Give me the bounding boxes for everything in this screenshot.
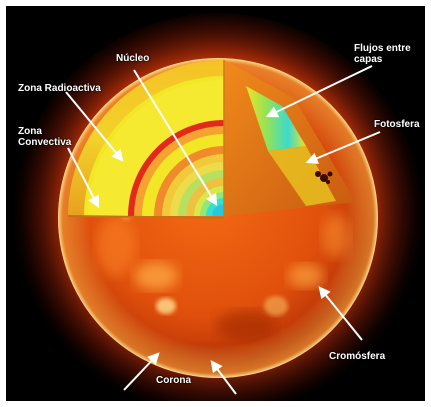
arrow-corona-left — [123, 352, 160, 391]
arrow-corona-right — [210, 360, 237, 395]
arrow-nucleo — [133, 69, 218, 207]
arrow-fotosfera — [305, 131, 381, 164]
arrow-zona-radioactiva — [65, 91, 124, 162]
label-zona-radioactiva: Zona Radioactiva — [18, 83, 101, 94]
sunspots — [315, 171, 333, 184]
sun-diagram — [13, 13, 423, 401]
arrow-cromosfera — [318, 286, 363, 341]
label-fotosfera: Fotosfera — [374, 119, 420, 130]
label-cromosfera: Cromósfera — [329, 351, 386, 362]
label-nucleo: Núcleo — [116, 53, 150, 64]
arrow-zona-convectiva — [67, 147, 100, 209]
label-zona-convectiva: Zona Convectiva — [18, 126, 72, 148]
flow-band — [246, 86, 306, 151]
callout-arrows — [65, 65, 381, 395]
arrow-flujos — [265, 65, 373, 118]
image-frame: Núcleo Zona Radioactiva Zona Convectiva … — [6, 6, 425, 401]
label-flujos-entre-capas: Flujos entre capas — [354, 43, 411, 65]
cutaway-layers — [67, 60, 356, 219]
label-corona: Corona — [156, 375, 191, 386]
